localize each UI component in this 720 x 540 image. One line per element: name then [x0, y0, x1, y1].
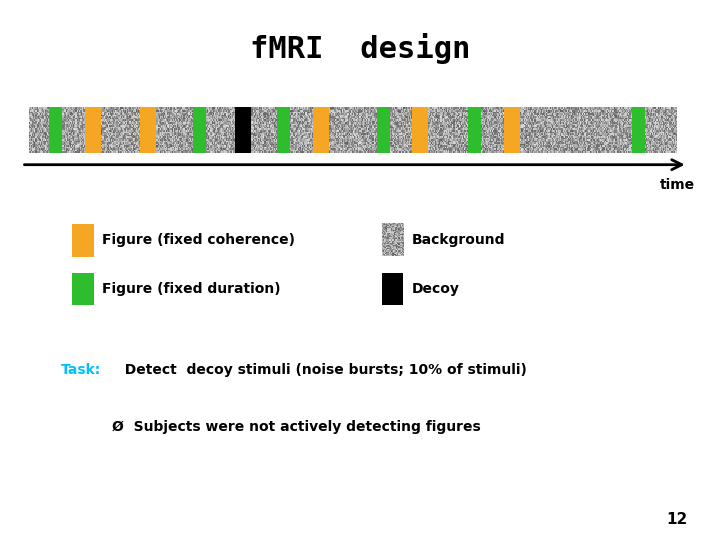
- Bar: [468, 107, 481, 152]
- Bar: [72, 224, 94, 256]
- Bar: [193, 107, 206, 152]
- Text: fMRI  design: fMRI design: [250, 33, 470, 64]
- Text: 12: 12: [666, 511, 688, 526]
- Bar: [377, 107, 390, 152]
- Text: Figure (fixed duration): Figure (fixed duration): [102, 282, 281, 296]
- Bar: [85, 107, 101, 152]
- Bar: [504, 107, 520, 152]
- Text: Decoy: Decoy: [412, 282, 459, 296]
- Bar: [313, 107, 329, 152]
- Bar: [277, 107, 290, 152]
- Bar: [235, 107, 251, 152]
- Text: Figure (fixed coherence): Figure (fixed coherence): [102, 233, 295, 247]
- Bar: [382, 273, 403, 305]
- Bar: [49, 107, 62, 152]
- Text: Background: Background: [412, 233, 505, 247]
- Bar: [632, 107, 645, 152]
- Bar: [72, 273, 94, 305]
- Text: Detect  decoy stimuli (noise bursts; 10% of stimuli): Detect decoy stimuli (noise bursts; 10% …: [115, 363, 527, 377]
- Text: Task:: Task:: [61, 363, 102, 377]
- Text: Ø  Subjects were not actively detecting figures: Ø Subjects were not actively detecting f…: [112, 420, 480, 434]
- Bar: [140, 107, 156, 152]
- Bar: [412, 107, 428, 152]
- Text: time: time: [660, 178, 695, 192]
